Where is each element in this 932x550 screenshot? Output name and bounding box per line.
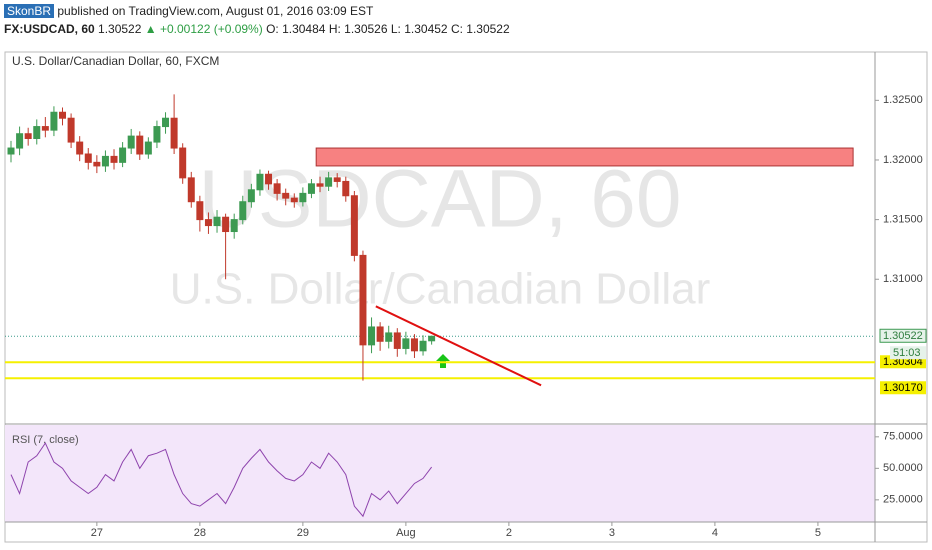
candle-body [153,126,161,143]
rsi-line [10,442,433,518]
countdown: 51:03 [893,347,921,359]
y-tick-label: 75.0000 [883,431,923,443]
candle-body [333,177,341,182]
rsi-pane [5,425,875,522]
level-label: 1.30170 [883,382,923,394]
candle-body [67,117,75,143]
x-tick-label: 27 [91,527,103,539]
candle-body [290,197,298,203]
y-tick-label: 1.32000 [883,154,923,166]
candle-body [110,155,118,163]
candle-body [419,340,427,352]
candle-body [368,326,376,346]
candle-body [359,254,367,346]
symbol: FX:USDCAD, 60 [4,22,95,36]
candle-body [76,141,84,155]
rsi-title: RSI (7, close) [12,434,79,446]
countdown-box [890,346,926,360]
candle-body [239,201,247,221]
candle-body [376,326,384,342]
candle-body [196,201,204,221]
trendline [375,305,542,387]
candle-body [342,180,350,197]
close: C: 1.30522 [450,22,510,36]
candle-body [282,192,290,199]
y-tick-label: 1.31000 [883,273,923,285]
candle-body [84,153,92,163]
high: H: 1.30526 [328,22,388,36]
candle-body [230,219,238,233]
candle-body [162,117,170,128]
candle-body [24,133,32,139]
candle-body [222,216,230,233]
low: L: 1.30452 [390,22,448,36]
candle-body [59,111,67,119]
candle-body [127,135,135,149]
candle-body [385,332,393,342]
candle-body [119,147,127,163]
watermark: USDCAD, 60 [198,154,681,245]
y-tick-label: 1.32500 [883,94,923,106]
last-price-label: 1.30522 [883,330,923,342]
quote-line: FX:USDCAD, 60 1.30522 ▲ +0.00122 (+0.09%… [4,22,510,36]
x-tick-label: 4 [712,527,718,539]
y-tick-label: 1.31500 [883,214,923,226]
x-tick-label: Aug [396,527,416,539]
frame [4,51,928,543]
candle-body [33,126,41,139]
level-label-box [880,381,926,395]
candle-body [428,335,436,342]
up-arrow [436,354,450,368]
candle-body [402,338,410,349]
header-line: SkonBR published on TradingView.com, Aug… [4,4,373,18]
candle-body [136,135,144,155]
candle-body [325,177,333,187]
candle-body [93,161,101,167]
candle-body [393,332,401,349]
change: ▲ +0.00122 (+0.09%) [144,22,263,36]
candle-body [101,155,109,167]
candle-body [247,189,255,203]
candle-body [50,111,58,131]
candle-body [350,195,358,256]
y-tick-label: 25.0000 [883,494,923,506]
candle-body [179,147,187,179]
x-tick-label: 5 [815,527,821,539]
open: O: 1.30484 [266,22,326,36]
last-price-box [879,328,927,343]
candle-body [41,126,49,131]
candle-body [7,147,15,155]
candle-body [256,173,264,191]
candle-body [265,173,273,185]
candle-body [204,219,212,227]
y-tick-label: 50.0000 [883,462,923,474]
last: 1.30522 [98,22,142,36]
resistance-zone [315,147,854,167]
candle-body [187,177,195,203]
chart-title: U.S. Dollar/Canadian Dollar, 60, FXCM [12,54,219,68]
candle-body [273,183,281,194]
candle-body [299,192,307,203]
x-tick-label: 2 [506,527,512,539]
candle-body [144,141,152,155]
candle-body [213,216,221,227]
watermark-sub: U.S. Dollar/Canadian Dollar [170,265,710,314]
candle-body [307,183,315,194]
candle-body [316,183,324,187]
x-tick-label: 3 [609,527,615,539]
candle-body [170,117,178,149]
candle-body [410,338,418,352]
x-tick-label: 29 [297,527,309,539]
candle-body [16,133,24,149]
user[interactable]: SkonBR [4,4,55,18]
published: published on TradingView.com, August 01,… [57,4,374,18]
x-tick-label: 28 [194,527,206,539]
